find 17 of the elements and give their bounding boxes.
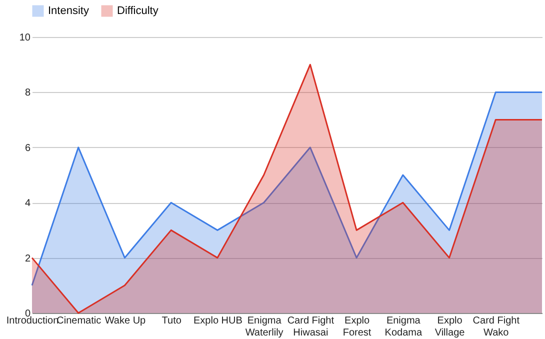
y-tick-label: 8 xyxy=(24,88,31,99)
y-tick-label: 2 xyxy=(24,253,31,264)
legend-label: Difficulty xyxy=(117,5,159,17)
x-tick-label: Card Fight Hiwasai xyxy=(287,316,334,338)
x-tick-label: Explo Village xyxy=(434,316,466,338)
legend-label: Intensity xyxy=(48,5,90,17)
x-tick-label: Card Fight Wako xyxy=(472,316,520,338)
x-tick-label: Tuto xyxy=(162,316,182,326)
x-tick-label: Explo HUB xyxy=(194,316,243,326)
x-tick-label: Wake Up xyxy=(104,316,146,326)
x-tick-label: Enigma Kodama xyxy=(384,316,422,338)
y-tick-label: 6 xyxy=(24,142,31,154)
x-tick-label: Explo Forest xyxy=(342,316,372,338)
x-tick-label: Enigma Waterlily xyxy=(245,316,284,338)
y-tick-label: 4 xyxy=(24,198,31,210)
y-tick-label: 10 xyxy=(19,32,31,44)
x-tick-label: Cinematic xyxy=(56,316,102,326)
